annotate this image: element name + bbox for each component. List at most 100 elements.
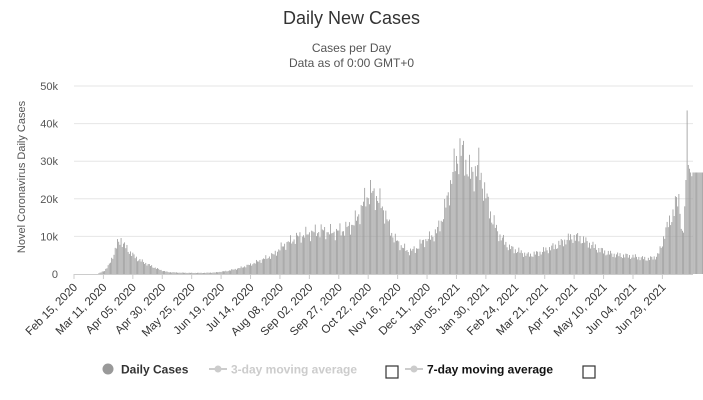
bar[interactable] <box>516 253 517 274</box>
bar[interactable] <box>313 232 315 274</box>
bar[interactable] <box>326 232 328 274</box>
bar[interactable] <box>107 265 109 274</box>
bar[interactable] <box>702 172 703 274</box>
bar[interactable] <box>696 172 697 274</box>
bar[interactable] <box>638 256 640 274</box>
bar[interactable] <box>654 259 656 274</box>
bar[interactable] <box>113 254 115 274</box>
bar[interactable] <box>195 273 197 274</box>
bar[interactable] <box>258 261 260 274</box>
bar[interactable] <box>316 236 317 274</box>
bar[interactable] <box>421 240 423 274</box>
bar[interactable] <box>307 234 309 274</box>
bar[interactable] <box>277 251 278 274</box>
bar[interactable] <box>203 272 204 274</box>
bar[interactable] <box>126 244 128 274</box>
bar[interactable] <box>616 254 617 274</box>
bar[interactable] <box>538 255 540 274</box>
bar[interactable] <box>130 251 131 274</box>
bar[interactable] <box>183 272 184 274</box>
bar[interactable] <box>257 261 258 274</box>
bar[interactable] <box>155 268 157 274</box>
bar[interactable] <box>266 258 268 274</box>
bar[interactable] <box>98 273 100 274</box>
bar[interactable] <box>273 254 275 274</box>
bar[interactable] <box>138 260 140 274</box>
bar[interactable] <box>432 236 434 274</box>
bar[interactable] <box>571 239 573 274</box>
bar[interactable] <box>205 272 207 274</box>
bar[interactable] <box>525 255 527 274</box>
bar[interactable] <box>285 249 287 274</box>
bar[interactable] <box>212 272 214 274</box>
bar[interactable] <box>293 239 295 274</box>
bar[interactable] <box>617 252 619 275</box>
bar[interactable] <box>579 235 581 274</box>
bar[interactable] <box>105 268 107 274</box>
bar[interactable] <box>679 213 681 274</box>
bar[interactable] <box>366 197 368 274</box>
bar[interactable] <box>292 241 294 274</box>
bar[interactable] <box>168 272 170 274</box>
bar[interactable] <box>610 250 612 274</box>
bar[interactable] <box>569 240 570 274</box>
bar[interactable] <box>333 231 335 274</box>
bar[interactable] <box>124 242 126 274</box>
bar[interactable] <box>558 240 560 274</box>
bar[interactable] <box>247 264 249 274</box>
bar[interactable] <box>457 163 459 274</box>
bar[interactable] <box>180 272 182 274</box>
bar[interactable] <box>423 239 424 274</box>
bar[interactable] <box>606 254 608 274</box>
bar[interactable] <box>658 253 660 274</box>
bar[interactable] <box>125 248 127 274</box>
bar[interactable] <box>259 260 261 274</box>
bar[interactable] <box>386 219 388 274</box>
bar[interactable] <box>659 246 661 274</box>
bar[interactable] <box>340 235 342 274</box>
bar[interactable] <box>489 218 490 274</box>
bar[interactable] <box>459 138 461 274</box>
bar[interactable] <box>299 232 301 274</box>
bar[interactable] <box>230 270 231 274</box>
bar[interactable] <box>234 268 236 274</box>
bar[interactable] <box>526 253 528 274</box>
bar[interactable] <box>104 271 106 274</box>
bar[interactable] <box>300 242 302 274</box>
bar[interactable] <box>345 221 347 274</box>
bar[interactable] <box>420 243 422 274</box>
bar[interactable] <box>448 205 450 274</box>
bar[interactable] <box>298 236 300 274</box>
bar[interactable] <box>454 171 456 274</box>
bar[interactable] <box>167 272 169 274</box>
bar[interactable] <box>111 257 113 274</box>
bar[interactable] <box>520 250 522 274</box>
bar[interactable] <box>453 148 455 274</box>
bar[interactable] <box>135 256 137 274</box>
bar[interactable] <box>487 196 489 274</box>
bar[interactable] <box>320 224 322 274</box>
bar[interactable] <box>394 233 396 274</box>
bar[interactable] <box>246 264 248 274</box>
bar[interactable] <box>416 248 417 274</box>
bar[interactable] <box>378 202 380 274</box>
bar[interactable] <box>674 196 676 274</box>
bar[interactable] <box>660 247 662 274</box>
bar[interactable] <box>198 272 200 274</box>
bar[interactable] <box>270 258 271 274</box>
bar[interactable] <box>411 250 413 274</box>
bar[interactable] <box>227 270 229 274</box>
bar[interactable] <box>519 252 521 274</box>
bar[interactable] <box>676 197 677 274</box>
bar[interactable] <box>117 239 118 274</box>
bar[interactable] <box>245 267 247 274</box>
bar[interactable] <box>472 171 474 274</box>
bar[interactable] <box>584 242 586 274</box>
bar[interactable] <box>592 241 594 274</box>
bar[interactable] <box>287 241 289 274</box>
bar[interactable] <box>294 243 296 274</box>
bar[interactable] <box>252 264 254 274</box>
bar[interactable] <box>376 196 377 274</box>
bar[interactable] <box>397 240 399 274</box>
bar[interactable] <box>434 229 436 274</box>
